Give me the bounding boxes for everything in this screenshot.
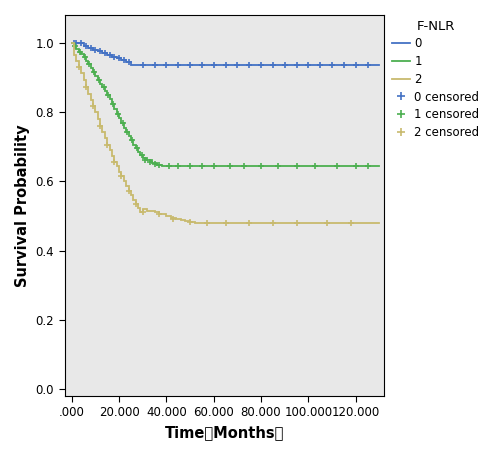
Y-axis label: Survival Probability: Survival Probability [15,124,30,287]
X-axis label: Time（Months）: Time（Months） [164,425,284,440]
Legend: 0, 1, 2, 0 censored, 1 censored, 2 censored: 0, 1, 2, 0 censored, 1 censored, 2 censo… [388,15,484,144]
